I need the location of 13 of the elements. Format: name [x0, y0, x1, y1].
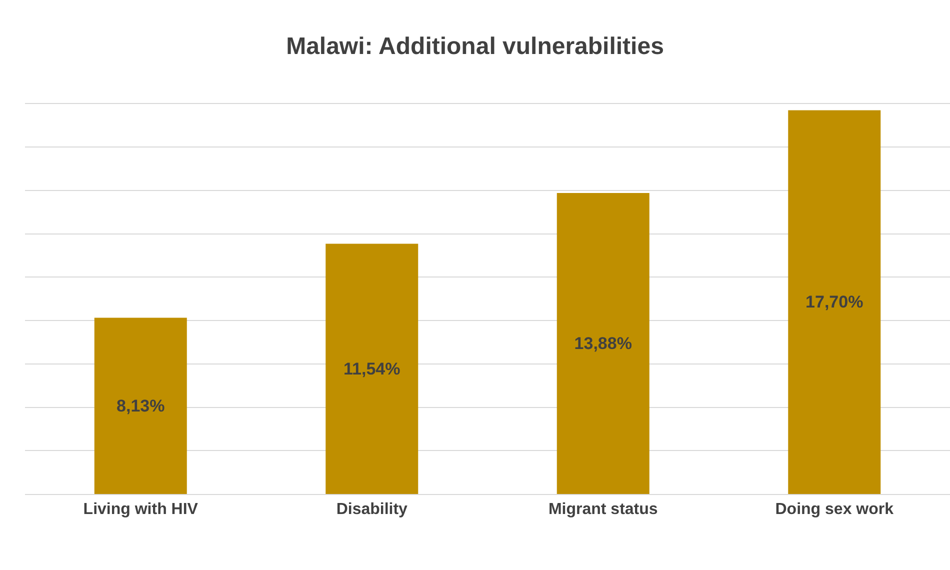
data-label: 11,54%	[344, 359, 400, 378]
x-tick-label: Doing sex work	[775, 501, 894, 518]
data-label: 8,13%	[116, 396, 165, 416]
x-tick-label: Living with HIV	[83, 501, 198, 518]
bar	[556, 193, 650, 494]
data-label: 13,88%	[574, 334, 632, 354]
x-tick-label: Disability	[336, 501, 408, 518]
x-tick-label: Migrant status	[548, 501, 658, 518]
bar	[326, 244, 418, 494]
data-label: 17,70%	[806, 292, 864, 312]
bar	[788, 110, 881, 494]
chart-title: Malawi: Additional vulnerabilities	[286, 33, 664, 60]
bar	[94, 318, 187, 494]
